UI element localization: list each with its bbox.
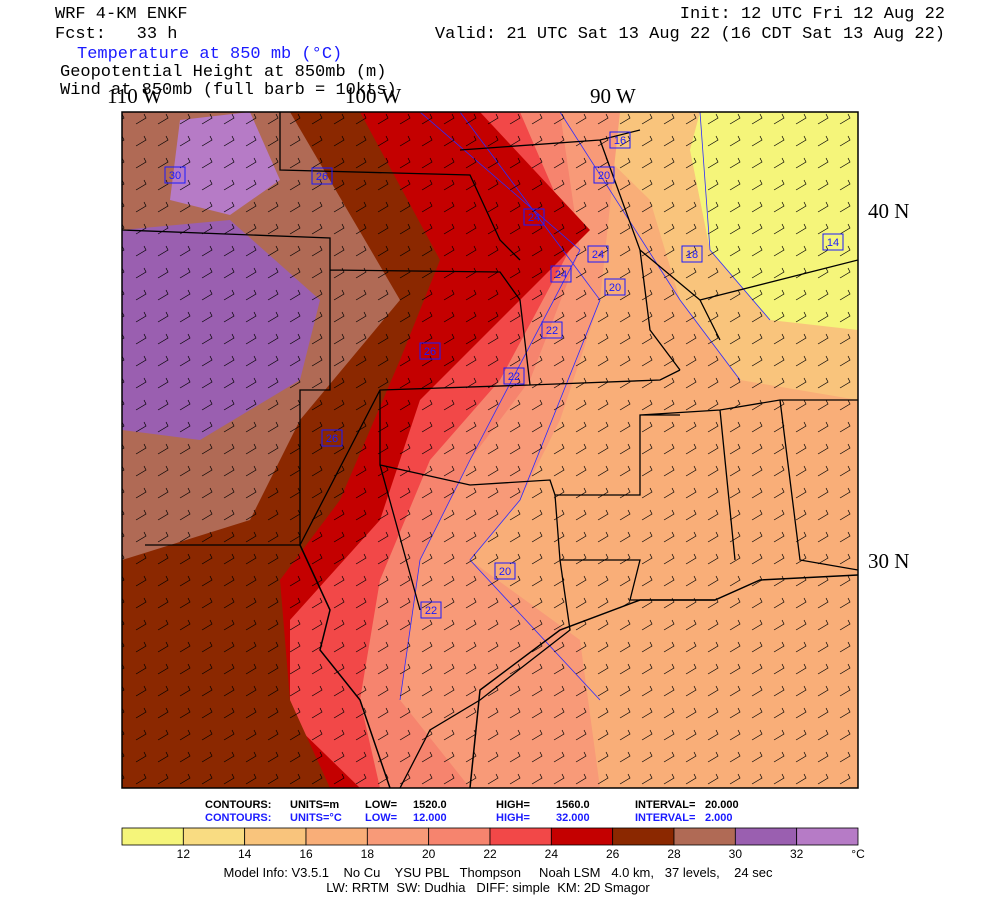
lon-label: 90 W: [590, 84, 636, 108]
colorbar-label: °C: [851, 847, 865, 861]
contour-label-box: [604, 278, 626, 296]
contour-label: 22: [425, 605, 437, 617]
info-cell: UNITS=m: [290, 799, 339, 811]
colorbar-label: 28: [667, 847, 681, 861]
contour-info: CONTOURS: UNITS=m LOW= 1520.0 HIGH= 1560…: [205, 799, 739, 824]
contour-label: 22: [546, 325, 558, 337]
forecast-hour: Fcst: 33 h: [55, 25, 177, 44]
contour-label-box: [321, 429, 343, 447]
contour-label: 24: [592, 249, 604, 261]
info-cell: LOW=: [365, 812, 397, 824]
field-title: Geopotential Height at 850mb (m): [60, 63, 386, 82]
colorbar-label: 12: [177, 847, 191, 861]
info-cell: 20.000: [705, 799, 739, 811]
contour-labels: 16 20 24 24 18 14 24 20 22 22 26 26 26 30 20 22: [164, 131, 844, 619]
model-info: Model Info: V3.5.1 No Cu YSU PBL Thompso…: [224, 865, 773, 880]
map: [122, 112, 858, 788]
colorbar-label: 30: [729, 847, 743, 861]
colorbar-label: 16: [299, 847, 313, 861]
contour-label: 20: [609, 282, 621, 294]
color-bin: [182, 827, 246, 846]
contour-label: 20: [499, 566, 511, 578]
colorbar-label: 24: [545, 847, 559, 861]
color-bin: [121, 827, 184, 846]
contour-label-box: [494, 562, 516, 580]
colorbar-label: 14: [238, 847, 252, 861]
colorbar-label: 32: [790, 847, 804, 861]
init-time: Init: 12 UTC Fri 12 Aug 22: [680, 5, 945, 24]
lon-label: 100 W: [345, 84, 401, 108]
info-cell: CONTOURS:: [205, 812, 271, 824]
valid-time: Valid: 21 UTC Sat 13 Aug 22 (16 CDT Sat …: [435, 25, 945, 44]
colorbar: 12 14 16 18 20 22 24 26 28 30 32 °C: [121, 827, 865, 861]
color-bin: [244, 827, 307, 846]
colorbar-label: 18: [361, 847, 375, 861]
color-bin: [489, 827, 552, 846]
info-cell: LOW=: [365, 799, 397, 811]
info-cell: INTERVAL=: [635, 812, 695, 824]
contour-label-box: [523, 208, 545, 226]
contour-label-box: [550, 265, 572, 283]
contour-label-box: [541, 321, 563, 339]
info-cell: INTERVAL=: [635, 799, 695, 811]
lat-label: 30 N: [868, 549, 909, 573]
field-title: Wind at 850mb (full barb = 10kts): [60, 81, 397, 100]
contour-label-box: [822, 233, 844, 251]
contour-label-box: [681, 245, 703, 263]
contour-label-box: [419, 342, 441, 360]
info-cell: 12.000: [413, 812, 447, 824]
color-bin: [305, 827, 368, 846]
color-bin: [428, 827, 491, 846]
colorbar-label: 26: [606, 847, 620, 861]
colorbar-label: 20: [422, 847, 436, 861]
info-cell: HIGH=: [496, 812, 530, 824]
contour-label-box: [609, 131, 631, 149]
contour-label-box: [587, 245, 609, 263]
model-name: WRF 4-KM ENKF: [55, 5, 188, 24]
contour-label: 30: [169, 170, 181, 182]
info-cell: 1520.0: [413, 799, 447, 811]
color-bin: [734, 827, 798, 846]
info-cell: 32.000: [556, 812, 590, 824]
info-cell: CONTOURS:: [205, 799, 271, 811]
contour-label: 26: [316, 171, 328, 183]
contour-label-box: [420, 601, 442, 619]
contour-label: 16: [614, 135, 626, 147]
contour-label: 26: [326, 433, 338, 445]
contour-label: 20: [598, 170, 610, 182]
color-bin: [796, 827, 859, 846]
field-title: Temperature at 850 mb (°C): [77, 45, 342, 64]
lat-label: 40 N: [868, 199, 909, 223]
info-cell: 1560.0: [556, 799, 590, 811]
info-cell: UNITS=°C: [290, 812, 342, 824]
contour-label: 18: [686, 249, 698, 261]
color-bin: [366, 827, 430, 846]
contour-label-box: [503, 367, 525, 385]
colorbar-label: 22: [483, 847, 497, 861]
contour-label-box: [311, 167, 333, 185]
info-cell: HIGH=: [496, 799, 530, 811]
lon-label: 110 W: [107, 84, 163, 108]
color-bin: [612, 827, 675, 846]
contour-label-box: [164, 166, 186, 184]
color-bin: [550, 827, 614, 846]
contour-label: 26: [424, 346, 436, 358]
physics-info: LW: RRTM SW: Dudhia DIFF: simple KM: 2D …: [326, 880, 650, 895]
contour-label: 24: [528, 212, 540, 224]
color-bin: [673, 827, 736, 846]
map-frame: [121, 111, 859, 789]
contour-label-box: [593, 166, 615, 184]
info-cell: 2.000: [705, 812, 733, 824]
contour-label: 22: [508, 371, 520, 383]
contour-label: 14: [827, 237, 839, 249]
contour-label: 24: [555, 269, 567, 281]
